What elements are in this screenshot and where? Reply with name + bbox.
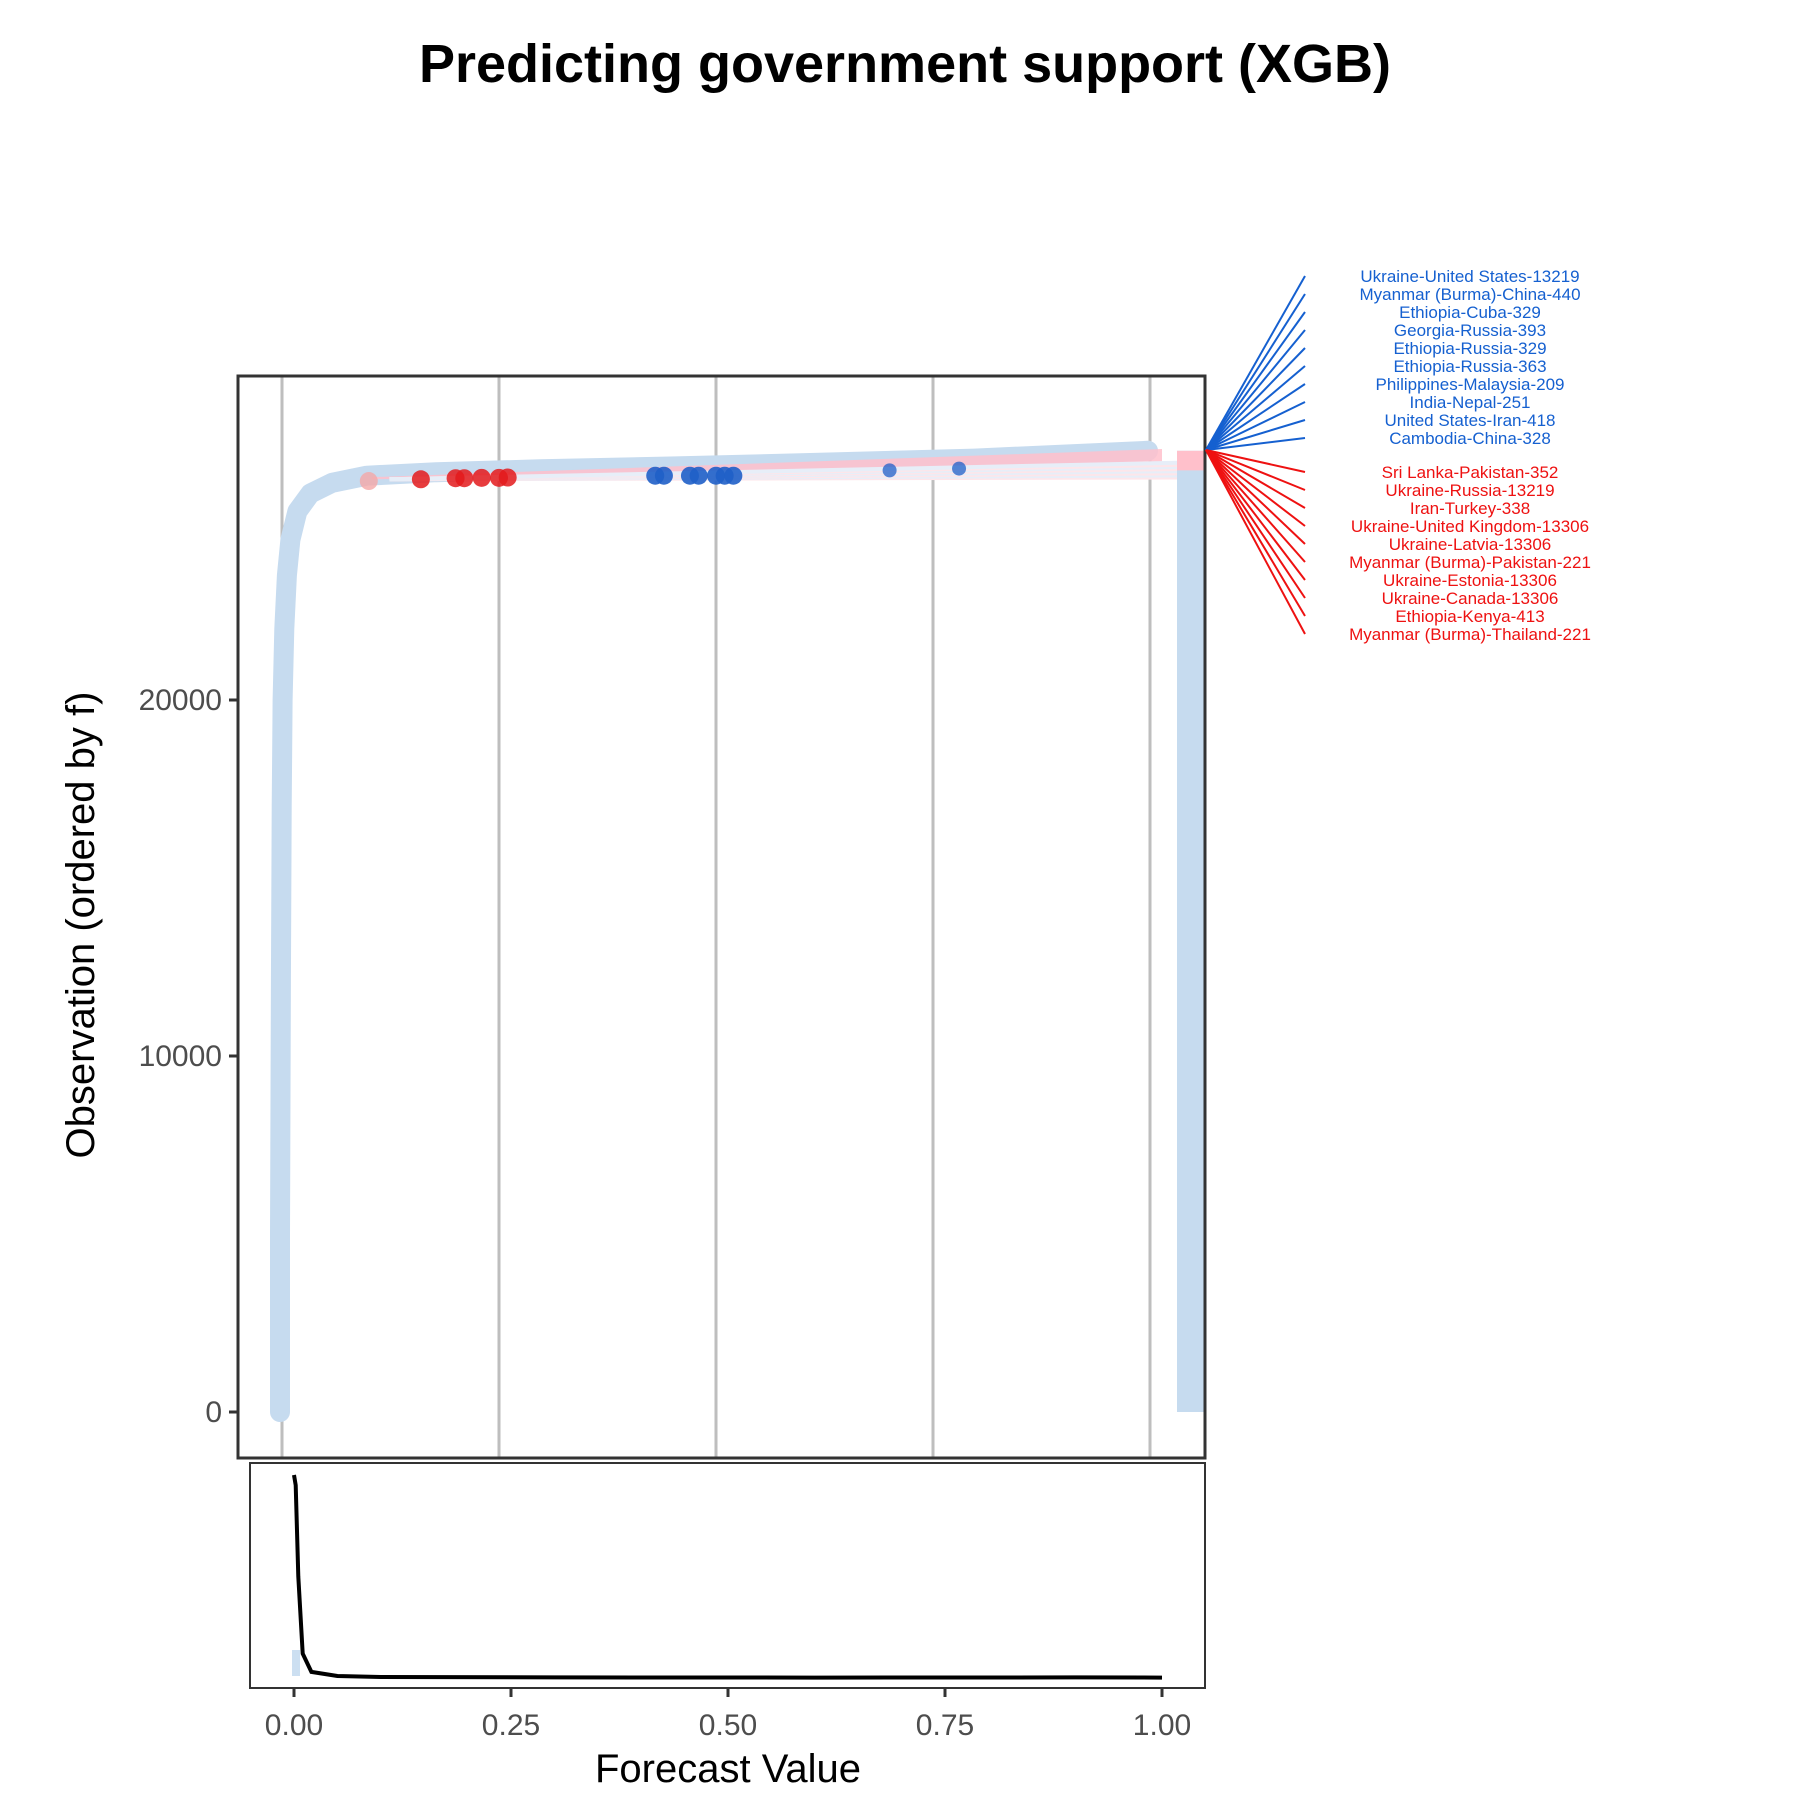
x-tick-label-0: 0.00 — [265, 1709, 323, 1742]
red-point-5 — [472, 468, 491, 487]
positive-leader-6 — [1205, 383, 1306, 451]
x-tick-label-2: 0.50 — [699, 1709, 757, 1742]
positive-label-3: Georgia-Russia-393 — [1394, 321, 1546, 340]
density-panel-border — [249, 1462, 1206, 1689]
positive-leader-5 — [1205, 365, 1306, 451]
positive-leader-1 — [1205, 293, 1306, 451]
negative-leader-4 — [1205, 449, 1306, 545]
negative-label-9: Myanmar (Burma)-Thailand-221 — [1349, 625, 1591, 644]
event-band-top — [1177, 450, 1204, 471]
positive-label-7: India-Nepal-251 — [1410, 393, 1531, 412]
negative-leader-2 — [1205, 449, 1306, 509]
x-axis-title: Forecast Value — [595, 1747, 861, 1791]
positive-label-1: Myanmar (Burma)-China-440 — [1359, 285, 1580, 304]
x-tick-label-3: 0.75 — [916, 1709, 974, 1742]
negative-label-7: Ukraine-Canada-13306 — [1382, 589, 1559, 608]
negative-leader-3 — [1205, 449, 1306, 527]
negative-label-4: Ukraine-Latvia-13306 — [1389, 535, 1552, 554]
density-curve — [292, 1474, 1163, 1680]
positive-label-2: Ethiopia-Cuba-329 — [1399, 303, 1541, 322]
negative-leader-6 — [1205, 449, 1306, 581]
blue-point-3 — [689, 466, 708, 485]
y-tick-label-0: 0 — [205, 1396, 222, 1429]
red-point-2 — [455, 469, 474, 488]
chart-title: Predicting government support (XGB) — [419, 34, 1391, 94]
positive-label-0: Ukraine-United States-13219 — [1360, 267, 1579, 286]
positive-label-5: Ethiopia-Russia-363 — [1393, 357, 1546, 376]
y-axis-title: Observation (ordered by f) — [59, 692, 103, 1159]
y-tick-label-1: 10000 — [139, 1040, 222, 1073]
negative-leader-1 — [1205, 449, 1306, 491]
density-panel: 0.00 0.25 0.50 0.75 1.00 — [249, 1462, 1206, 1742]
red-point-faint — [359, 472, 378, 491]
negative-label-3: Ukraine-United Kingdom-13306 — [1351, 517, 1589, 536]
negative-leader-0 — [1205, 449, 1306, 473]
blue-point-1 — [654, 466, 673, 485]
main-panel-border — [236, 374, 1207, 1460]
positive-leader-7 — [1205, 401, 1306, 451]
negative-label-2: Iran-Turkey-338 — [1410, 499, 1530, 518]
x-tick-label-4: 1.00 — [1133, 1709, 1191, 1742]
positive-leader-4 — [1205, 347, 1306, 451]
negative-label-0: Sri Lanka-Pakistan-352 — [1382, 463, 1559, 482]
red-point-0 — [411, 470, 430, 489]
positive-leader-9 — [1205, 437, 1306, 451]
positive-label-9: Cambodia-China-328 — [1389, 429, 1551, 448]
negative-leader-7 — [1205, 449, 1306, 599]
negative-label-5: Myanmar (Burma)-Pakistan-221 — [1349, 553, 1591, 572]
positive-label-4: Ethiopia-Russia-329 — [1393, 339, 1546, 358]
main-panel-background — [238, 376, 1205, 1458]
blue-point-6 — [724, 466, 743, 485]
event-band — [1177, 450, 1204, 1412]
red-point-4 — [498, 468, 517, 487]
positive-leader-8 — [1205, 419, 1306, 451]
positive-label-8: United States-Iran-418 — [1384, 411, 1555, 430]
positive-label-6: Philippines-Malaysia-209 — [1376, 375, 1565, 394]
blue-point-8 — [952, 461, 967, 476]
negative-label-8: Ethiopia-Kenya-413 — [1395, 607, 1544, 626]
density-fill-marker — [292, 1650, 300, 1676]
x-tick-label-1: 0.25 — [482, 1709, 540, 1742]
main-panel: 0 10000 20000 — [139, 374, 1207, 1460]
negative-leader-9 — [1205, 449, 1306, 635]
negative-leader-5 — [1205, 449, 1306, 563]
negative-leader-8 — [1205, 449, 1306, 617]
y-tick-label-2: 20000 — [139, 684, 222, 717]
blue-point-7 — [882, 463, 897, 478]
positive-leader-2 — [1205, 311, 1306, 451]
positive-leader-3 — [1205, 329, 1306, 451]
positive-leader-0 — [1205, 275, 1306, 451]
negative-label-1: Ukraine-Russia-13219 — [1385, 481, 1554, 500]
top-ray-7 — [389, 460, 1189, 482]
negative-label-6: Ukraine-Estonia-13306 — [1383, 571, 1557, 590]
